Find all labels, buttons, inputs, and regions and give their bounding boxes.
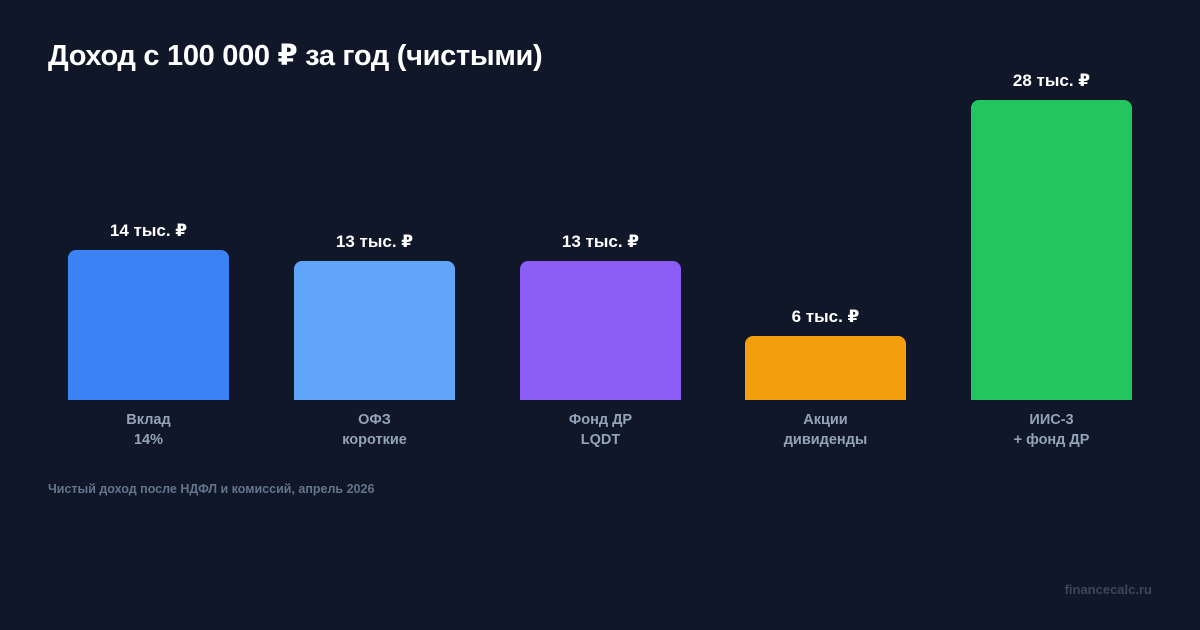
category-label: ИИС-3 + фонд ДР	[942, 410, 1162, 450]
category-label-line2: дивиденды	[783, 432, 868, 448]
category-label-line1: Фонд ДР	[568, 412, 633, 428]
value-label: 28 тыс. ₽	[1012, 71, 1091, 90]
value-label: 13 тыс. ₽	[561, 232, 640, 251]
category-label-line2: 14%	[133, 432, 164, 448]
bar	[294, 261, 455, 400]
category-label-line1: ИИС-3	[1029, 412, 1074, 428]
value-label: 6 тыс. ₽	[791, 307, 860, 326]
category-label-line1: Акции	[803, 412, 848, 428]
category-label: ОФЗ короткие	[265, 410, 485, 450]
bar	[68, 250, 229, 400]
watermark: financecalc.ru	[1064, 582, 1152, 597]
value-label: 13 тыс. ₽	[335, 232, 414, 251]
category-label: Акции дивиденды	[716, 410, 936, 450]
value-label: 14 тыс. ₽	[109, 221, 188, 240]
bar	[745, 336, 906, 400]
category-label: Вклад 14%	[39, 410, 259, 450]
bar	[520, 261, 681, 400]
category-label-line2: + фонд ДР	[1013, 432, 1090, 448]
bar	[971, 100, 1132, 400]
category-label: Фонд ДР LQDT	[491, 410, 711, 450]
category-label-line1: ОФЗ	[358, 412, 391, 428]
footnote: Чистый доход после НДФЛ и комиссий, апре…	[48, 482, 375, 496]
chart-title: Доход с 100 000 ₽ за год (чистыми)	[48, 40, 543, 72]
category-label-line2: LQDT	[580, 432, 621, 448]
category-label-line2: короткие	[342, 432, 407, 448]
category-label-line1: Вклад	[126, 412, 171, 428]
